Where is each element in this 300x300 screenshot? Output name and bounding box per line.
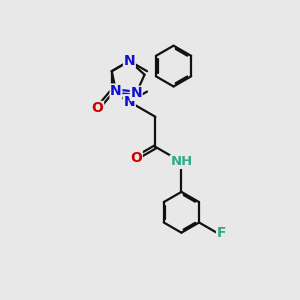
Text: N: N bbox=[110, 84, 122, 98]
Text: N: N bbox=[124, 54, 135, 68]
Text: O: O bbox=[92, 101, 104, 116]
Text: O: O bbox=[130, 151, 142, 165]
Text: F: F bbox=[217, 226, 226, 240]
Text: N: N bbox=[124, 95, 135, 109]
Text: N: N bbox=[130, 86, 142, 100]
Text: NH: NH bbox=[170, 155, 193, 168]
